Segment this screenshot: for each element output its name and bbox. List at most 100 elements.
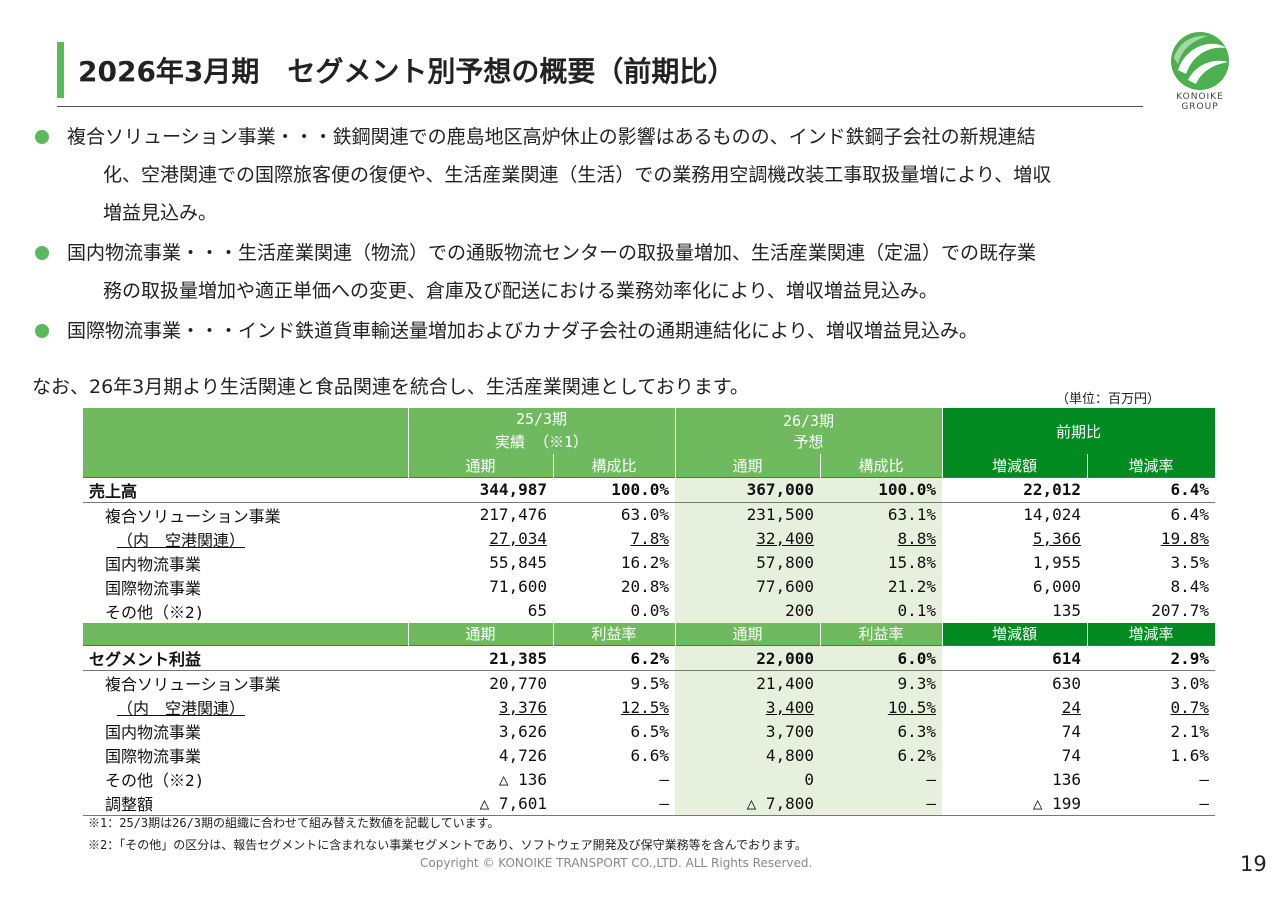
cell: 15.8% — [820, 550, 942, 575]
footnote-2: ※2：「その他」の区分は、報告セグメントに含まれない事業セグメントであり、ソフト… — [88, 838, 807, 852]
cell: 74 — [1061, 721, 1081, 741]
cell: 1,955 — [1032, 553, 1081, 572]
cell: 9.3% — [820, 670, 942, 695]
cell: 100.0% — [820, 476, 942, 503]
row-label: 調整額 — [83, 791, 408, 816]
bullet-item: 国内物流事業・・・生活産業関連（物流）での通販物流センターの取扱量増加、生活産業… — [35, 234, 1260, 310]
cell: — — [1087, 791, 1215, 816]
row-label: 国際物流事業 — [105, 747, 202, 766]
header-fy26-line2: 予想 — [793, 433, 824, 451]
col-header: 通期 — [408, 622, 554, 646]
cell-text: 19.8% — [1160, 529, 1209, 548]
page-title: 2026年3月期 セグメント別予想の概要（前期比） — [78, 55, 736, 88]
cell: 21,400 — [675, 670, 820, 695]
col-header: 増減率 — [1087, 622, 1216, 646]
cell-text: 0.7% — [1170, 697, 1209, 717]
cell: △ 7,601 — [408, 791, 553, 816]
cell: 6.5% — [630, 721, 669, 741]
cell: 3.5% — [1170, 553, 1209, 572]
cell: 6.3% — [820, 719, 942, 743]
cell: 21,385 — [408, 645, 553, 671]
bullet-dot — [35, 324, 49, 338]
row-label: その他（※2) — [105, 602, 205, 622]
company-logo: KONOIKE GROUP — [1164, 30, 1236, 120]
cell: 3,700 — [675, 719, 820, 743]
cell: 3,626 — [498, 721, 547, 741]
cell: 55,845 — [489, 553, 547, 572]
col-header: 構成比 — [820, 454, 943, 477]
cell: 19.8% — [1087, 527, 1215, 551]
row-label: 複合ソリューション事業 — [105, 675, 281, 694]
table-row: （内 空港関連） 27,034 7.8% 32,400 8.8% 5,366 1… — [83, 526, 1215, 551]
cell: 2.9% — [1087, 645, 1215, 671]
integration-note: なお、26年3月期より生活関連と食品関連を統合し、生活産業関連としております。 — [32, 376, 749, 398]
col-header: 利益率 — [820, 622, 943, 646]
cell: 63.1% — [820, 502, 942, 527]
bullet-item: 複合ソリューション事業・・・鉄鋼関連での鹿島地区高炉休止の影響はあるものの、イン… — [35, 118, 1260, 232]
cell: 10.5% — [820, 695, 942, 719]
row-label: 複合ソリューション事業 — [105, 506, 281, 526]
logo-text-line1: KONOIKE — [1176, 92, 1224, 102]
table-row: 国際物流事業 4,726 6.6% 4,800 6.2% 74 1.6% — [83, 743, 1215, 767]
copyright: Copyright © KONOIKE TRANSPORT CO.,LTD. A… — [420, 856, 813, 870]
row-label: 国内物流事業 — [105, 554, 202, 574]
cell: 1.6% — [1170, 745, 1209, 765]
table-row: 国内物流事業 3,626 6.5% 3,700 6.3% 74 2.1% — [83, 719, 1215, 743]
col-header: 通期 — [408, 454, 554, 477]
cell: 6,000 — [1032, 577, 1081, 596]
cell: 630 — [1052, 673, 1081, 693]
cell: — — [820, 791, 942, 816]
cell-text: 5,366 — [1032, 529, 1081, 548]
cell: 6.6% — [630, 745, 669, 765]
cell: 8.4% — [1170, 577, 1209, 596]
bullet-dot — [35, 130, 49, 144]
col-header: 構成比 — [553, 454, 676, 477]
bullet-line: 務の取扱量増加や適正単価への変更、倉庫及び配送における業務効率化により、増収増益… — [103, 280, 938, 302]
cell: 3.0% — [1170, 673, 1209, 693]
cell: 6.4% — [1087, 476, 1215, 503]
row-label: セグメント利益 — [83, 645, 408, 671]
cell: 614 — [942, 645, 1087, 671]
header-fy26-line1: 26/3期 — [782, 412, 835, 430]
cell: 8.8% — [820, 526, 942, 551]
bullet-line: 増益見込み。 — [103, 202, 218, 224]
bullet-line: 化、空港関連での国際旅客便の復便や、生活産業関連（生活）での業務用空調機改装工事… — [103, 164, 1052, 186]
cell: 100.0% — [553, 476, 675, 503]
cell: 14,024 — [1023, 505, 1081, 524]
cell: 16.2% — [620, 553, 669, 572]
row-label-text: （内 空港関連） — [117, 699, 246, 718]
col-header: 増減率 — [1087, 454, 1216, 477]
row-label-text: （内 空港関連） — [117, 530, 246, 550]
cell-text: 12.5% — [620, 697, 669, 717]
row-label: （内 空港関連） — [83, 695, 408, 719]
cell: 3,400 — [675, 695, 820, 719]
cell: 135 — [1052, 601, 1081, 620]
cell: 20.8% — [620, 577, 669, 596]
cell: — — [1199, 769, 1209, 789]
footnote-1: ※1：25/3期は26/3期の組織に合わせて組み替えた数値を記載しています。 — [88, 816, 500, 830]
header-yoy: 前期比 — [942, 408, 1216, 454]
konoike-logo-icon — [1171, 32, 1229, 90]
cell: 207.7% — [1151, 601, 1209, 620]
cell-text: 3,376 — [498, 697, 547, 717]
cell: 344,987 — [408, 476, 553, 503]
cell: 7.8% — [553, 527, 675, 551]
cell: 6.0% — [820, 645, 942, 671]
col-header: 増減額 — [942, 454, 1088, 477]
table-row: 国際物流事業 71,600 20.8% 77,600 21.2% 6,000 8… — [83, 574, 1215, 599]
table-row: 複合ソリューション事業 217,476 63.0% 231,500 63.1% … — [83, 502, 1215, 527]
cell: 24 — [942, 695, 1087, 719]
cell-text: 10.5% — [887, 697, 936, 717]
cell: 367,000 — [675, 476, 820, 503]
header-blank — [83, 622, 409, 646]
cell-text: 7.8% — [630, 529, 669, 548]
row-label: 売上高 — [83, 476, 408, 503]
cell-text: 24 — [1061, 697, 1081, 717]
cell: 0 — [675, 767, 820, 791]
cell: 57,800 — [675, 550, 820, 575]
cell: 20,770 — [489, 673, 547, 693]
title-divider — [57, 106, 1143, 107]
header-fy25-line2: 実績 （※1） — [494, 433, 589, 451]
col-header: 通期 — [675, 622, 821, 646]
cell: 0.1% — [820, 598, 942, 623]
